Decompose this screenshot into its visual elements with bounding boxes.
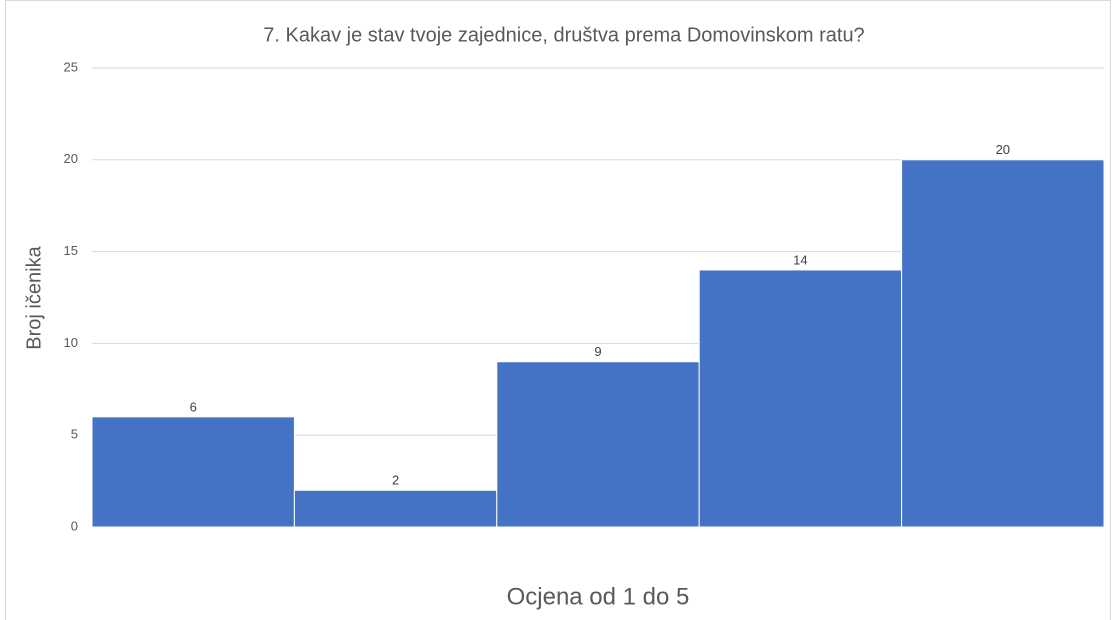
x-axis-label: Ocjena od 1 do 5 — [507, 583, 690, 610]
y-tick-label: 15 — [64, 243, 78, 258]
chart-title: 7. Kakav je stav tvoje zajednice, društv… — [263, 24, 864, 46]
value-label: 6 — [190, 399, 197, 414]
y-tick-label: 10 — [64, 335, 78, 350]
y-tick-label: 5 — [71, 427, 78, 442]
bar — [698, 269, 903, 528]
value-label: 20 — [996, 142, 1010, 157]
bar — [901, 159, 1105, 528]
bar — [496, 361, 700, 528]
value-label: 9 — [594, 344, 601, 359]
y-axis-label: Broj ičenika — [23, 245, 45, 349]
value-label: 2 — [392, 473, 399, 488]
y-tick-label: 25 — [64, 59, 78, 74]
bar — [91, 416, 295, 528]
y-tick-label: 20 — [64, 151, 78, 166]
y-tick-label: 0 — [71, 518, 78, 533]
value-label: 14 — [793, 252, 807, 267]
bar — [293, 489, 498, 528]
